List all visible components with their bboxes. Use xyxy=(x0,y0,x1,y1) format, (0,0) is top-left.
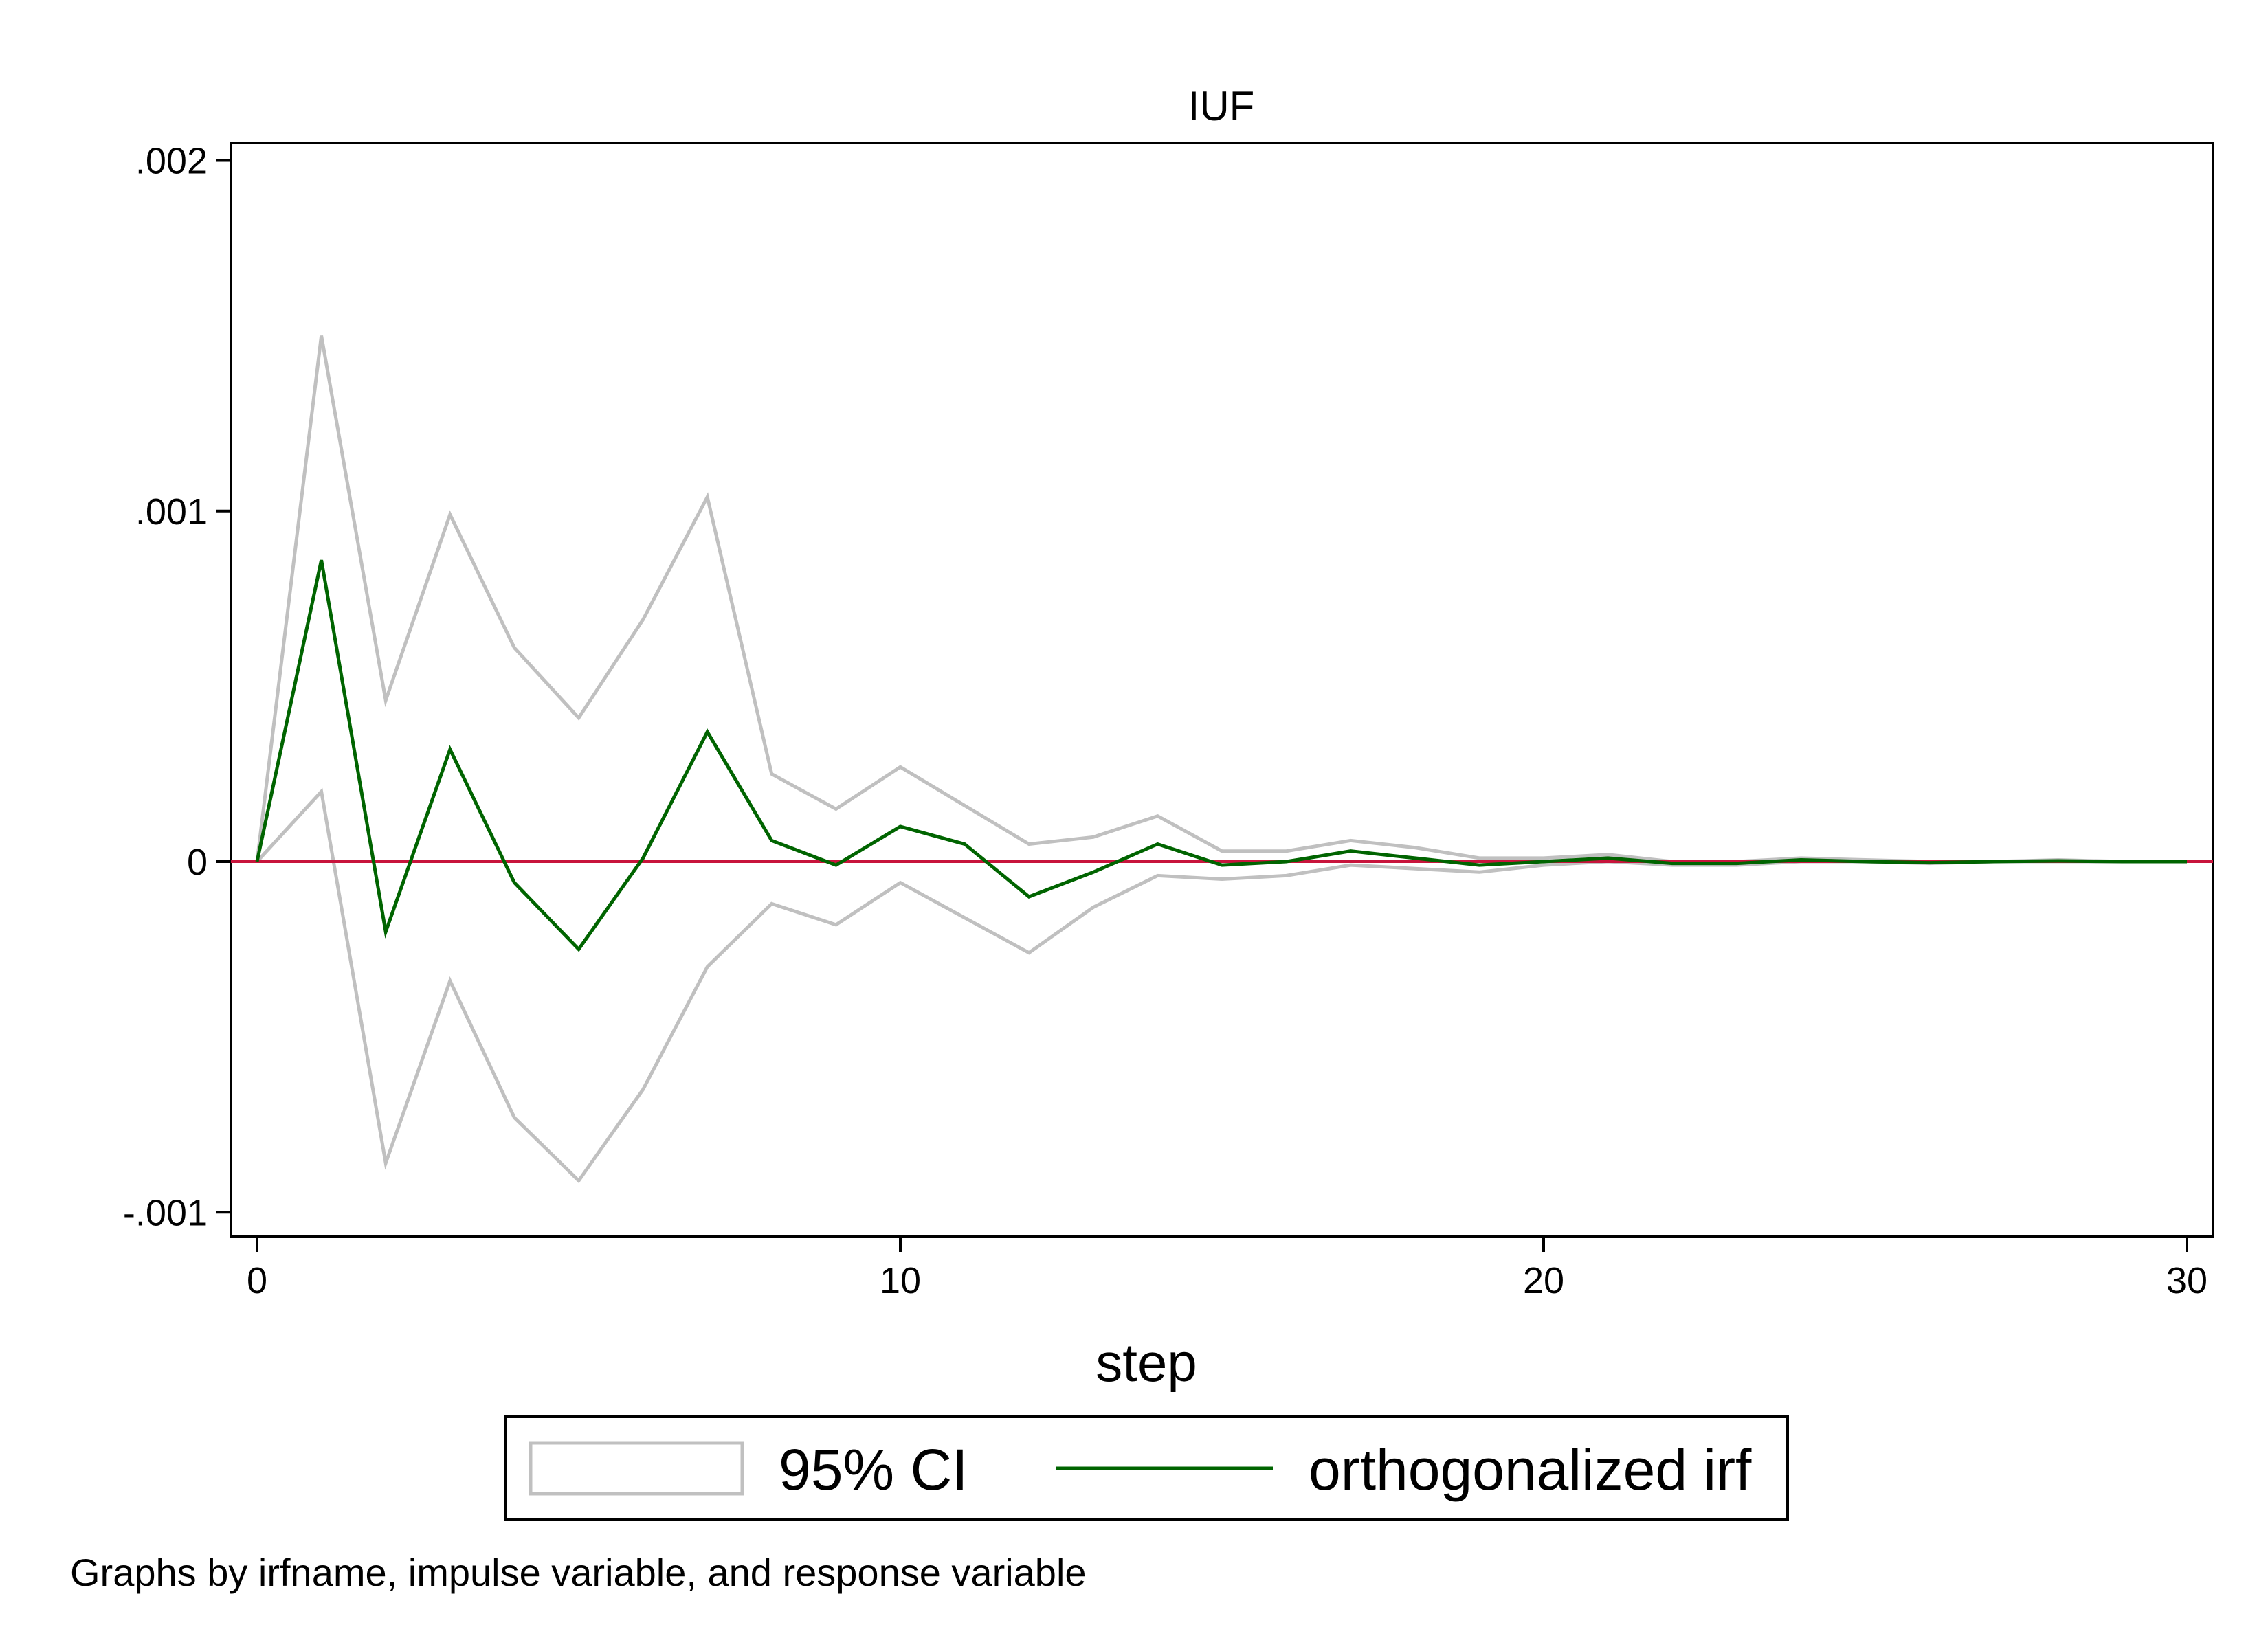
x-axis-label: step xyxy=(1096,1332,1197,1393)
y-tick-label: -.001 xyxy=(123,1192,208,1233)
x-tick-label: 20 xyxy=(1523,1260,1564,1301)
y-tick-label: .002 xyxy=(135,141,208,182)
orthogonalized-irf-line xyxy=(255,559,2187,952)
graph-note: Graphs by irfname, impulse variable, and… xyxy=(70,1551,1087,1594)
plot-frame xyxy=(230,142,2214,1238)
legend-label-ci: 95% CI xyxy=(779,1437,968,1502)
panel-title: IUF xyxy=(1188,83,1255,129)
y-tick-label: 0 xyxy=(187,842,208,883)
legend: 95% CI orthogonalized irf xyxy=(504,1415,1789,1521)
legend-label-irf: orthogonalized irf xyxy=(1309,1437,1752,1502)
series-layer xyxy=(231,335,2213,1184)
y-tick-label: .001 xyxy=(135,491,208,532)
x-axis: 0 10 20 30 xyxy=(247,1237,2208,1301)
x-tick-label: 10 xyxy=(880,1260,921,1301)
legend-swatch-ci xyxy=(529,1441,744,1496)
x-tick-label: 0 xyxy=(247,1260,267,1301)
y-axis: -.001 0 .001 .002 xyxy=(123,141,231,1233)
ci-upper-line xyxy=(255,335,2187,864)
x-tick-label: 30 xyxy=(2166,1260,2208,1301)
